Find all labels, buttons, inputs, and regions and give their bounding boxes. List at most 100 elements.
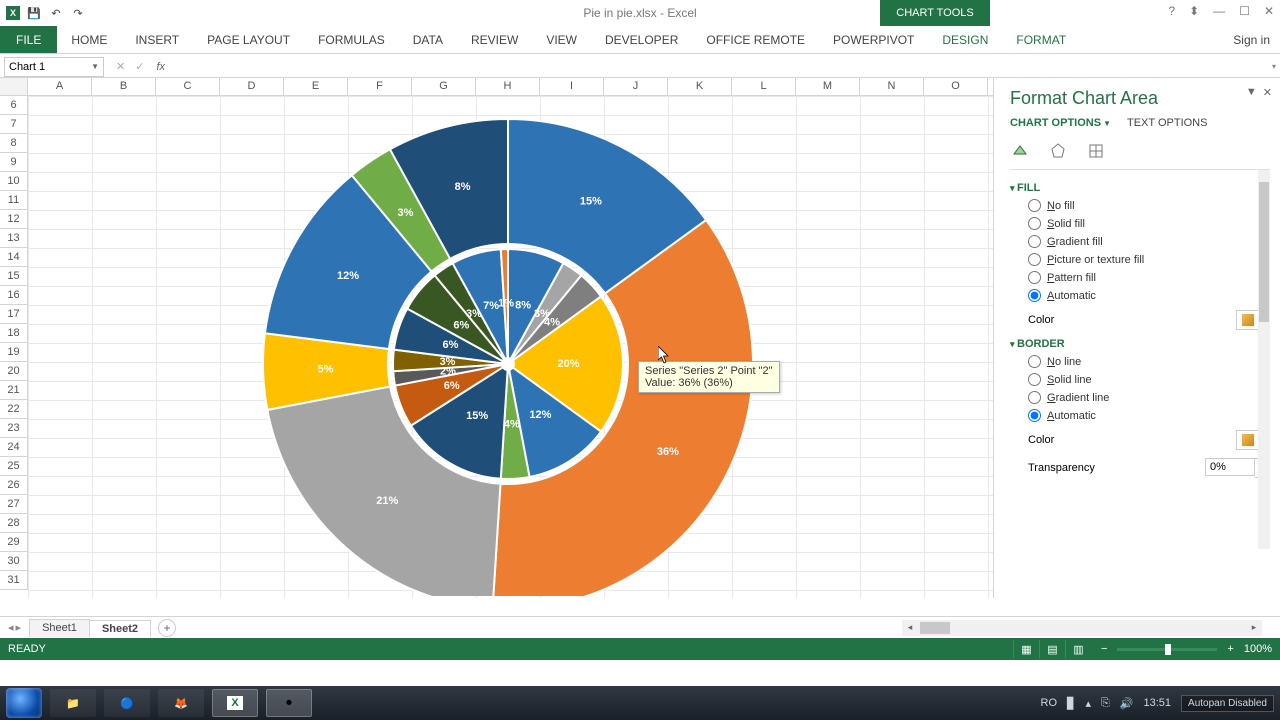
taskbar-chrome-icon[interactable]: 🔵 bbox=[104, 689, 150, 717]
column-header[interactable]: G bbox=[412, 78, 476, 95]
column-header[interactable]: N bbox=[860, 78, 924, 95]
chevron-down-icon[interactable]: ▼ bbox=[91, 62, 99, 71]
taskbar-excel-icon[interactable]: X bbox=[212, 689, 258, 717]
ribbon-tab-developer[interactable]: DEVELOPER bbox=[591, 26, 692, 53]
column-header[interactable]: D bbox=[220, 78, 284, 95]
fill-option[interactable]: Solid fill bbox=[1028, 217, 1270, 230]
ribbon-tab-format[interactable]: FORMAT bbox=[1002, 26, 1080, 53]
column-header[interactable]: L bbox=[732, 78, 796, 95]
start-button[interactable] bbox=[6, 688, 42, 718]
ribbon-tab-data[interactable]: DATA bbox=[399, 26, 457, 53]
sheet-nav-first-icon[interactable]: ◂ bbox=[8, 621, 14, 634]
name-box[interactable]: Chart 1 ▼ bbox=[4, 57, 104, 77]
row-header[interactable]: 12 bbox=[0, 210, 28, 229]
row-header[interactable]: 17 bbox=[0, 305, 28, 324]
row-header[interactable]: 27 bbox=[0, 495, 28, 514]
column-header[interactable]: J bbox=[604, 78, 668, 95]
row-header[interactable]: 16 bbox=[0, 286, 28, 305]
select-all-cell[interactable] bbox=[0, 78, 28, 95]
border-option[interactable]: Solid line bbox=[1028, 373, 1270, 386]
page-break-view-icon[interactable]: ▥ bbox=[1065, 640, 1091, 658]
scroll-left-icon[interactable]: ◂ bbox=[902, 622, 918, 633]
redo-icon[interactable]: ↷ bbox=[70, 5, 86, 21]
zoom-slider[interactable] bbox=[1117, 648, 1217, 651]
sheet-tab-sheet2[interactable]: Sheet2 bbox=[89, 620, 151, 638]
sheet-nav-last-icon[interactable]: ▸ bbox=[16, 621, 22, 634]
fill-option[interactable]: Picture or texture fill bbox=[1028, 253, 1270, 266]
formula-input[interactable] bbox=[173, 57, 1264, 77]
taskbar-firefox-icon[interactable]: 🦊 bbox=[158, 689, 204, 717]
fill-option[interactable]: No fill bbox=[1028, 199, 1270, 212]
row-header[interactable]: 20 bbox=[0, 362, 28, 381]
border-option[interactable]: Automatic bbox=[1028, 409, 1270, 422]
ribbon-tab-home[interactable]: HOME bbox=[57, 26, 121, 53]
ribbon-tab-review[interactable]: REVIEW bbox=[457, 26, 532, 53]
page-layout-view-icon[interactable]: ▤ bbox=[1039, 640, 1065, 658]
row-header[interactable]: 7 bbox=[0, 115, 28, 134]
row-header[interactable]: 11 bbox=[0, 191, 28, 210]
row-header[interactable]: 6 bbox=[0, 96, 28, 115]
sign-in-link[interactable]: Sign in bbox=[1233, 26, 1280, 53]
row-header[interactable]: 22 bbox=[0, 400, 28, 419]
zoom-in-icon[interactable]: + bbox=[1227, 643, 1233, 655]
border-option[interactable]: Gradient line bbox=[1028, 391, 1270, 404]
undo-icon[interactable]: ↶ bbox=[48, 5, 64, 21]
row-header[interactable]: 29 bbox=[0, 533, 28, 552]
file-tab[interactable]: FILE bbox=[0, 26, 57, 53]
normal-view-icon[interactable]: ▦ bbox=[1013, 640, 1039, 658]
row-header[interactable]: 19 bbox=[0, 343, 28, 362]
column-header[interactable]: K bbox=[668, 78, 732, 95]
cancel-icon[interactable]: ✕ bbox=[116, 60, 125, 73]
chart-options-tab[interactable]: CHART OPTIONS▼ bbox=[1010, 117, 1111, 131]
fill-option[interactable]: Automatic bbox=[1028, 289, 1270, 302]
column-header[interactable]: A bbox=[28, 78, 92, 95]
formula-bar-expand-icon[interactable]: ▾ bbox=[1268, 62, 1280, 71]
row-header[interactable]: 28 bbox=[0, 514, 28, 533]
row-header[interactable]: 15 bbox=[0, 267, 28, 286]
tray-up-icon[interactable]: ▴ bbox=[1085, 697, 1091, 710]
column-header[interactable]: M bbox=[796, 78, 860, 95]
tray-lang[interactable]: RO bbox=[1041, 697, 1058, 709]
help-icon[interactable]: ? bbox=[1168, 4, 1175, 18]
ribbon-tab-design[interactable]: DESIGN bbox=[928, 26, 1002, 53]
text-options-tab[interactable]: TEXT OPTIONS bbox=[1127, 117, 1207, 131]
column-header[interactable]: E bbox=[284, 78, 348, 95]
pane-close-icon[interactable]: ✕ bbox=[1263, 86, 1272, 99]
row-header[interactable]: 30 bbox=[0, 552, 28, 571]
fill-line-icon[interactable] bbox=[1010, 141, 1030, 161]
row-header[interactable]: 18 bbox=[0, 324, 28, 343]
enter-icon[interactable]: ✓ bbox=[135, 60, 144, 73]
column-header[interactable]: F bbox=[348, 78, 412, 95]
column-header[interactable]: C bbox=[156, 78, 220, 95]
zoom-level[interactable]: 100% bbox=[1244, 643, 1272, 655]
fill-option[interactable]: Gradient fill bbox=[1028, 235, 1270, 248]
row-header[interactable]: 31 bbox=[0, 571, 28, 590]
column-header[interactable]: O bbox=[924, 78, 988, 95]
row-header[interactable]: 25 bbox=[0, 457, 28, 476]
tray-network-icon[interactable]: ⎘ bbox=[1101, 697, 1110, 710]
horizontal-scrollbar[interactable]: ◂ ▸ bbox=[902, 620, 1262, 636]
worksheet-grid[interactable]: ABCDEFGHIJKLMNO 678910111213141516171819… bbox=[0, 78, 994, 598]
border-option[interactable]: No line bbox=[1028, 355, 1270, 368]
taskbar-recorder-icon[interactable]: ⏺ bbox=[266, 689, 312, 717]
pane-scrollbar[interactable] bbox=[1258, 170, 1270, 549]
sheet-tab-sheet1[interactable]: Sheet1 bbox=[29, 619, 90, 637]
column-header[interactable]: I bbox=[540, 78, 604, 95]
row-header[interactable]: 24 bbox=[0, 438, 28, 457]
tray-clock[interactable]: 13:51 bbox=[1144, 697, 1172, 709]
ribbon-collapse-icon[interactable]: ⬍ bbox=[1189, 4, 1199, 18]
ribbon-tab-formulas[interactable]: FORMULAS bbox=[304, 26, 399, 53]
transparency-input[interactable] bbox=[1205, 458, 1255, 476]
chart-area[interactable]: 15%36%21%5%12%3%8%8%3%4%20%12%4%15%6%2%3… bbox=[28, 96, 968, 596]
column-header[interactable]: H bbox=[476, 78, 540, 95]
row-header[interactable]: 21 bbox=[0, 381, 28, 400]
tray-flag-icon[interactable]: ▊ bbox=[1067, 697, 1075, 710]
add-sheet-button[interactable]: + bbox=[158, 619, 176, 637]
ribbon-tab-view[interactable]: VIEW bbox=[532, 26, 591, 53]
minimize-icon[interactable]: — bbox=[1213, 4, 1225, 18]
border-section-header[interactable]: BORDER bbox=[1010, 338, 1270, 350]
row-header[interactable]: 10 bbox=[0, 172, 28, 191]
row-header[interactable]: 23 bbox=[0, 419, 28, 438]
ribbon-tab-page-layout[interactable]: PAGE LAYOUT bbox=[193, 26, 304, 53]
fill-section-header[interactable]: FILL bbox=[1010, 182, 1270, 194]
